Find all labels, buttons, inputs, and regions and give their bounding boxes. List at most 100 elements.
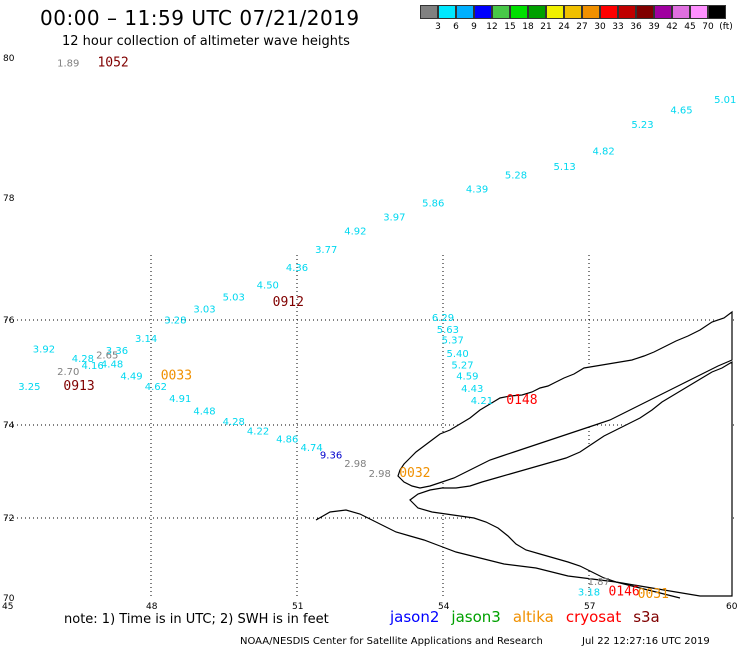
colorbar-label: 9 [471,22,477,32]
north-island [397,310,733,489]
colorbar-label: 21 [540,22,552,32]
swh-value: 4.43 [461,384,483,395]
swh-value: 4.39 [466,184,488,195]
pass-time: 0032 [399,466,430,481]
swh-value: 4.86 [276,435,298,446]
footer-credit: NOAA/NESDIS Center for Satellite Applica… [240,636,543,647]
satellite-jason3: jason3 [451,608,501,626]
swh-value: 4.91 [169,394,191,405]
colorbar-label: 42 [666,22,678,32]
colorbar-label: 6 [453,22,459,32]
swh-value: 4.82 [592,147,614,158]
lon-tick-label: 54 [438,602,450,612]
lon-tick-label: 57 [584,602,595,612]
swh-value: 3.03 [193,305,215,316]
colorbar-label: 15 [504,22,516,32]
satellite-s3a: s3a [633,608,660,626]
lon-tick-label: 45 [2,602,13,612]
colorbar-label: 36 [630,22,642,32]
swh-value: 1.89 [57,58,79,69]
swh-value: 3.14 [135,334,157,345]
colorbar-label: 3 [435,22,441,32]
swh-value: 4.22 [247,426,269,437]
map-subtitle: 12 hour collection of altimeter wave hei… [62,34,350,49]
swh-value: 2.65 [96,350,118,361]
swh-value: 4.21 [471,396,493,407]
lat-tick-label: 70 [3,594,15,604]
pass-time: 0031 [638,587,669,602]
colorbar-swatch [438,5,456,19]
swh-value: 3.25 [18,382,40,393]
colorbar-label: 45 [684,22,696,32]
swh-values: 1.89 5.01 4.65 5.23 4.82 5.13 5.28 4.39 5.86 3.97… [18,58,736,598]
colorbar-swatch [708,5,726,19]
swh-value: 1.87 [588,577,610,588]
swh-value: 5.13 [554,162,576,173]
swh-value: 6.29 [432,313,454,324]
colorbar-label: 27 [576,22,588,32]
lat-tick-label: 72 [3,514,14,524]
swh-value: 5.03 [223,292,245,303]
land-outline [315,310,733,599]
colorbar-swatch [600,5,618,19]
swh-value: 5.27 [451,360,473,371]
colorbar-swatch [546,5,564,19]
colorbar [420,5,726,19]
colorbar-swatch [582,5,600,19]
colorbar-label: 18 [522,22,534,32]
swh-value: 3.36 [106,346,128,357]
colorbar-swatch [618,5,636,19]
swh-value: 9.36 [320,450,342,461]
colorbar-swatch [474,5,492,19]
swh-value: 3.77 [315,245,337,256]
satellite-legend: jason2 jason3 altika cryosat s3a [390,608,660,626]
swh-value: 4.50 [257,280,279,291]
south-island [409,360,733,597]
colorbar-label: 24 [558,22,570,32]
colorbar-swatch [420,5,438,19]
lat-tick-label: 80 [3,54,15,64]
swh-value: 5.23 [631,120,653,131]
swh-value: 3.97 [383,213,405,224]
swh-value: 4.49 [120,371,142,382]
mainland-coast [315,509,681,599]
pass-time: 0033 [161,368,192,383]
swh-value: 4.48 [193,407,215,418]
swh-value: 4.36 [286,263,308,274]
swh-value: 3.18 [578,588,600,599]
lat-tick-label: 74 [3,421,15,431]
swh-value: 4.62 [145,382,167,393]
lon-tick-label: 60 [726,602,738,612]
lat-tick-label: 78 [3,194,15,204]
colorbar-swatch [492,5,510,19]
swh-value: 5.37 [442,336,464,347]
lon-tick-label: 48 [146,602,158,612]
colorbar-swatch [510,5,528,19]
colorbar-swatch [690,5,708,19]
colorbar-swatch [456,5,474,19]
colorbar-swatch [672,5,690,19]
swh-value: 4.92 [344,227,366,238]
footer-timestamp: Jul 22 12:27:16 UTC 2019 [582,636,710,647]
colorbar-label: 39 [648,22,660,32]
pass-time: 0912 [273,295,304,310]
swh-value: 3.28 [164,316,186,327]
colorbar-swatch [564,5,582,19]
swh-value: 2.98 [344,459,366,470]
colorbar-swatch [654,5,672,19]
pass-time: 0913 [63,379,94,394]
swh-value: 5.86 [422,199,444,210]
pass-time: 1052 [97,55,128,70]
colorbar-labels: 3 6 9 12 15 18 21 24 27 30 33 36 39 42 45 70 (ft) [420,22,740,34]
colorbar-label: 30 [594,22,606,32]
swh-value: 4.65 [670,105,692,116]
swh-value: 3.92 [33,345,55,356]
swh-value: 4.28 [223,417,245,428]
swh-value: 4.74 [300,443,322,454]
pass-time: 0146 [608,585,639,600]
map-title: 00:00 – 11:59 UTC 07/21/2019 [40,6,360,30]
colorbar-label: 70 [702,22,714,32]
